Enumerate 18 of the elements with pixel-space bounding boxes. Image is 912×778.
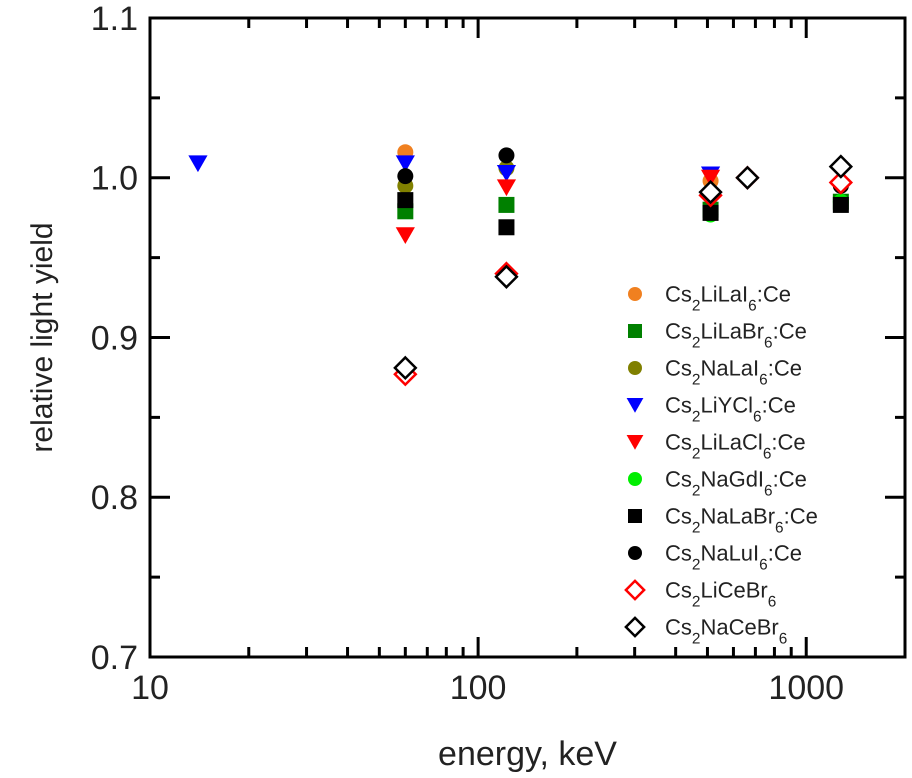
legend-label: Cs$_{2}$LiLaI$_{6}$:Ce — [665, 282, 791, 314]
y-tick-label: 1.0 — [90, 160, 138, 198]
legend-label: Cs$_{2}$NaCeBr$_{6}$ — [665, 614, 788, 648]
y-tick-label: 1.1 — [90, 0, 138, 38]
legend-label: Cs$_{2}$LiCeBr$_{6}$ — [665, 578, 776, 610]
y-tick-label: 0.9 — [90, 319, 138, 358]
x-tick-label: 100 — [450, 669, 506, 707]
legend-label: Cs$_{2}$NaGdI$_{6}$:Ce — [665, 466, 807, 500]
x-tick-label: 1000 — [768, 669, 844, 707]
legend-label: Cs$_{2}$LiLaBr$_{6}$:Ce — [665, 318, 807, 352]
legend-label: Cs$_{2}$NaLaI$_{6}$:Ce — [665, 356, 802, 388]
x-axis-title: energy, keV — [438, 735, 618, 773]
legend-label: Cs$_{2}$LiYCl$_{6}$:Ce — [665, 392, 796, 426]
legend-label: Cs$_{2}$LiLaCl$_{6}$:Ce — [665, 430, 806, 462]
y-tick-label: 0.8 — [90, 479, 138, 518]
y-axis-title: relative light yield — [26, 222, 59, 453]
legend-label: Cs$_{2}$NaLuI$_{6}$:Ce — [665, 540, 802, 574]
legend-label: Cs$_{2}$NaLaBr$_{6}$:Ce — [665, 504, 818, 536]
